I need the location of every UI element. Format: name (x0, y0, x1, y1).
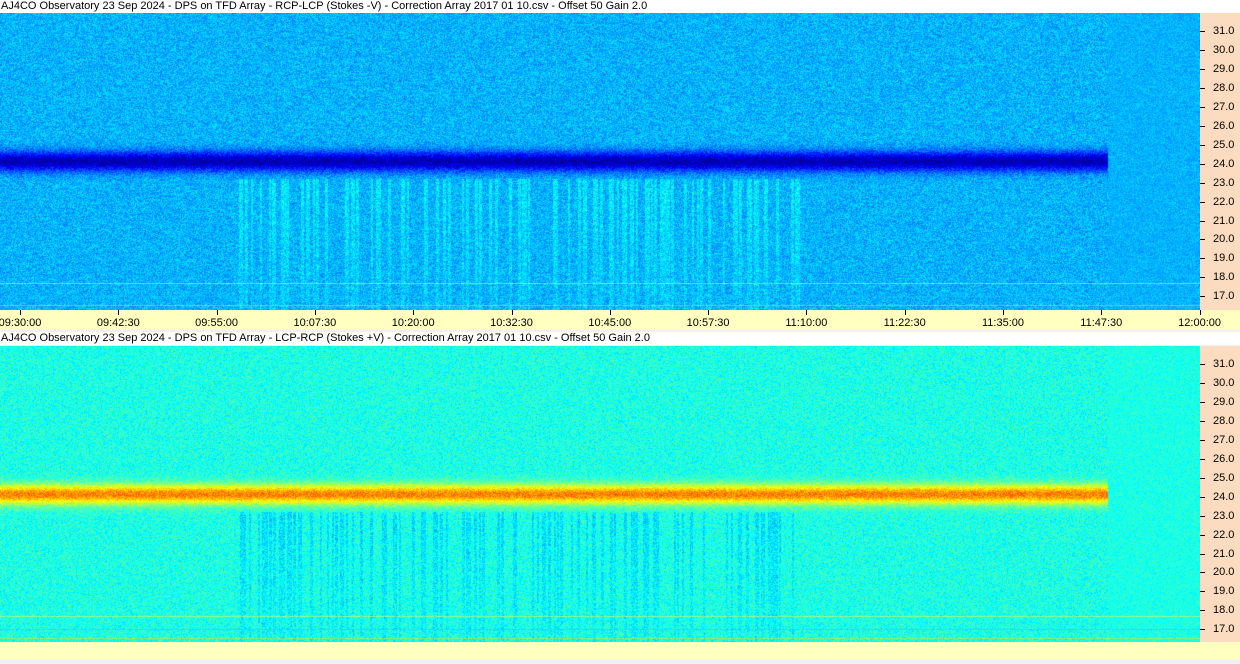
time-tick (216, 310, 218, 315)
time-label: 10:45:00 (588, 317, 632, 329)
freq-tick (1200, 553, 1205, 555)
time-tick (806, 310, 808, 315)
frequency-axis-2: 31.0 30.0 29.0 28.0 27.0 26.0 25.0 24.0 23.0 22.0… (1200, 346, 1240, 642)
spectrogram-stokes-plus-v (0, 346, 1200, 642)
time-axis-2 (0, 642, 1240, 660)
freq-tick (1200, 477, 1205, 479)
freq-label: 21.0 (1213, 214, 1235, 227)
freq-label: 18.0 (1213, 604, 1235, 617)
freq-label: 20.0 (1213, 566, 1235, 579)
time-label: 09:55:00 (195, 317, 239, 329)
freq-tick (1200, 401, 1205, 403)
freq-tick (1200, 201, 1205, 203)
time-label: 10:32:30 (490, 317, 533, 329)
time-label: 12:00:00 (1178, 317, 1222, 329)
freq-label: 31.0 (1213, 358, 1235, 370)
freq-label: 24.0 (1213, 490, 1235, 503)
freq-tick (1200, 591, 1205, 593)
panel-2-title: AJ4CO Observatory 23 Sep 2024 - DPS on T… (0, 332, 1240, 345)
freq-tick (1200, 68, 1205, 70)
freq-label: 17.0 (1213, 623, 1235, 636)
freq-label: 20.0 (1213, 233, 1235, 246)
time-tick (413, 310, 415, 315)
freq-label: 28.0 (1213, 414, 1235, 427)
freq-tick (1200, 439, 1205, 441)
freq-tick (1200, 458, 1205, 460)
freq-tick (1200, 87, 1205, 89)
spectrogram-stokes-minus-v (0, 13, 1200, 310)
freq-label: 22.0 (1213, 195, 1235, 208)
time-tick (708, 310, 710, 315)
time-tick (1199, 310, 1201, 315)
time-tick (511, 310, 513, 315)
freq-tick (1200, 364, 1205, 365)
time-label: 10:57:30 (686, 317, 730, 329)
freq-label: 30.0 (1213, 376, 1235, 389)
freq-label: 31.0 (1213, 25, 1235, 37)
freq-tick (1200, 629, 1205, 631)
freq-label: 23.0 (1213, 509, 1235, 522)
freq-tick (1200, 144, 1205, 146)
freq-label: 24.0 (1213, 157, 1235, 170)
freq-tick (1200, 610, 1205, 612)
frequency-axis-1: 31.0 30.0 29.0 28.0 27.0 26.0 25.0 24.0 23.0 22.0… (1200, 13, 1240, 310)
freq-label: 19.0 (1213, 252, 1235, 265)
freq-tick (1200, 515, 1205, 517)
freq-tick (1200, 182, 1205, 184)
freq-tick (1200, 31, 1205, 32)
freq-tick (1200, 496, 1205, 498)
freq-tick (1200, 106, 1205, 108)
freq-label: 27.0 (1213, 433, 1235, 446)
freq-label: 25.0 (1213, 138, 1235, 151)
freq-label: 22.0 (1213, 528, 1235, 541)
time-axis: 09:30:00 09:42:30 09:55:00 10:07:30 10:20:00… (0, 310, 1240, 330)
freq-label: 17.0 (1213, 290, 1235, 303)
time-label: 10:20:00 (391, 317, 435, 329)
time-label: 11:35:00 (981, 317, 1025, 329)
time-label: 09:30:00 (0, 317, 42, 329)
freq-label: 29.0 (1213, 62, 1235, 75)
time-tick (1101, 310, 1103, 315)
freq-label: 21.0 (1213, 547, 1235, 560)
time-tick (1003, 310, 1004, 315)
freq-tick (1200, 258, 1205, 260)
freq-label: 29.0 (1213, 395, 1235, 408)
freq-label: 19.0 (1213, 585, 1235, 598)
freq-tick (1200, 420, 1205, 422)
freq-tick (1200, 163, 1205, 165)
freq-tick (1200, 239, 1205, 241)
time-tick (118, 310, 120, 315)
time-label: 11:10:00 (785, 317, 828, 329)
time-label: 11:22:30 (883, 317, 926, 329)
freq-label: 25.0 (1213, 471, 1235, 484)
time-tick (904, 310, 906, 315)
time-label: 10:07:30 (293, 317, 337, 329)
freq-tick (1200, 125, 1205, 127)
freq-tick (1200, 277, 1205, 279)
freq-label: 30.0 (1213, 43, 1235, 56)
freq-label: 26.0 (1213, 119, 1235, 132)
time-tick (20, 310, 21, 315)
time-tick (314, 310, 316, 315)
freq-tick (1200, 49, 1205, 51)
freq-tick (1200, 382, 1205, 384)
freq-label: 23.0 (1213, 176, 1235, 189)
freq-label: 28.0 (1213, 81, 1235, 94)
freq-tick (1200, 572, 1205, 574)
freq-tick (1200, 296, 1205, 298)
freq-tick (1200, 534, 1205, 536)
panel-1-title: AJ4CO Observatory 23 Sep 2024 - DPS on T… (0, 0, 1240, 13)
time-label: 11:47:30 (1080, 317, 1123, 329)
time-tick (609, 310, 611, 315)
freq-label: 18.0 (1213, 271, 1235, 284)
time-label: 09:42:30 (96, 317, 140, 329)
freq-label: 27.0 (1213, 100, 1235, 113)
freq-label: 26.0 (1213, 452, 1235, 465)
freq-tick (1200, 220, 1205, 222)
